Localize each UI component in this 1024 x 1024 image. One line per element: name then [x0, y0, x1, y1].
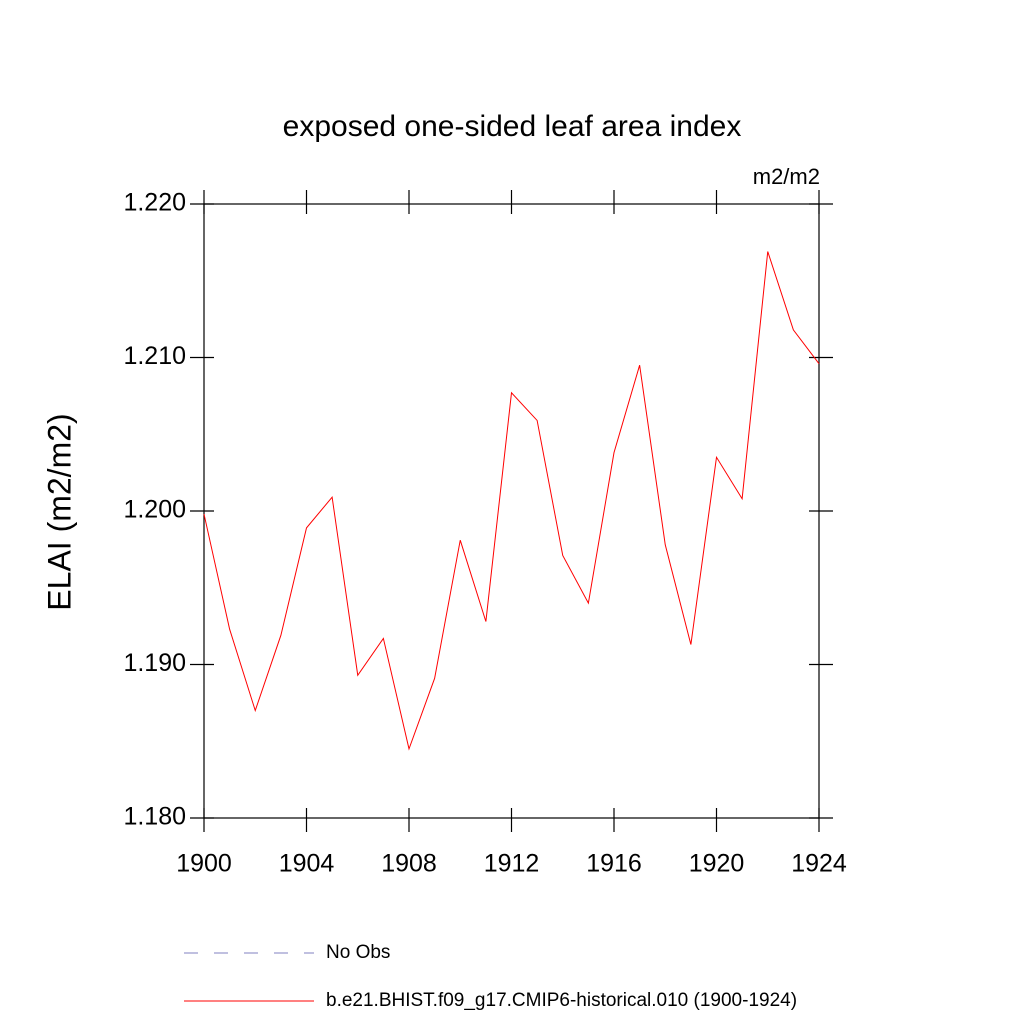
- x-tick-label: 1900: [176, 850, 232, 878]
- data-line: [203, 251, 820, 751]
- y-tick-label: 1.210: [123, 342, 186, 370]
- x-tick-label: 1912: [484, 850, 540, 878]
- x-tick-label: 1904: [279, 850, 335, 878]
- x-tick-label: 1920: [689, 850, 745, 878]
- x-tick-label: 1916: [586, 850, 642, 878]
- x-tick-label: 1908: [381, 850, 437, 878]
- y-axis-label: ELAI (m2/m2): [41, 413, 77, 610]
- y-tick-label: 1.180: [123, 803, 186, 831]
- units-label: m2/m2: [753, 164, 820, 189]
- y-tick-label: 1.190: [123, 649, 186, 677]
- legend-label: b.e21.BHIST.f09_g17.CMIP6-historical.010…: [326, 990, 797, 1011]
- legend-label: No Obs: [326, 942, 390, 963]
- y-tick-label: 1.200: [123, 496, 186, 524]
- y-tick-label: 1.220: [123, 189, 186, 217]
- plot-frame: [203, 203, 820, 819]
- chart-title: exposed one-sided leaf area index: [283, 110, 742, 143]
- x-tick-label: 1924: [791, 850, 847, 878]
